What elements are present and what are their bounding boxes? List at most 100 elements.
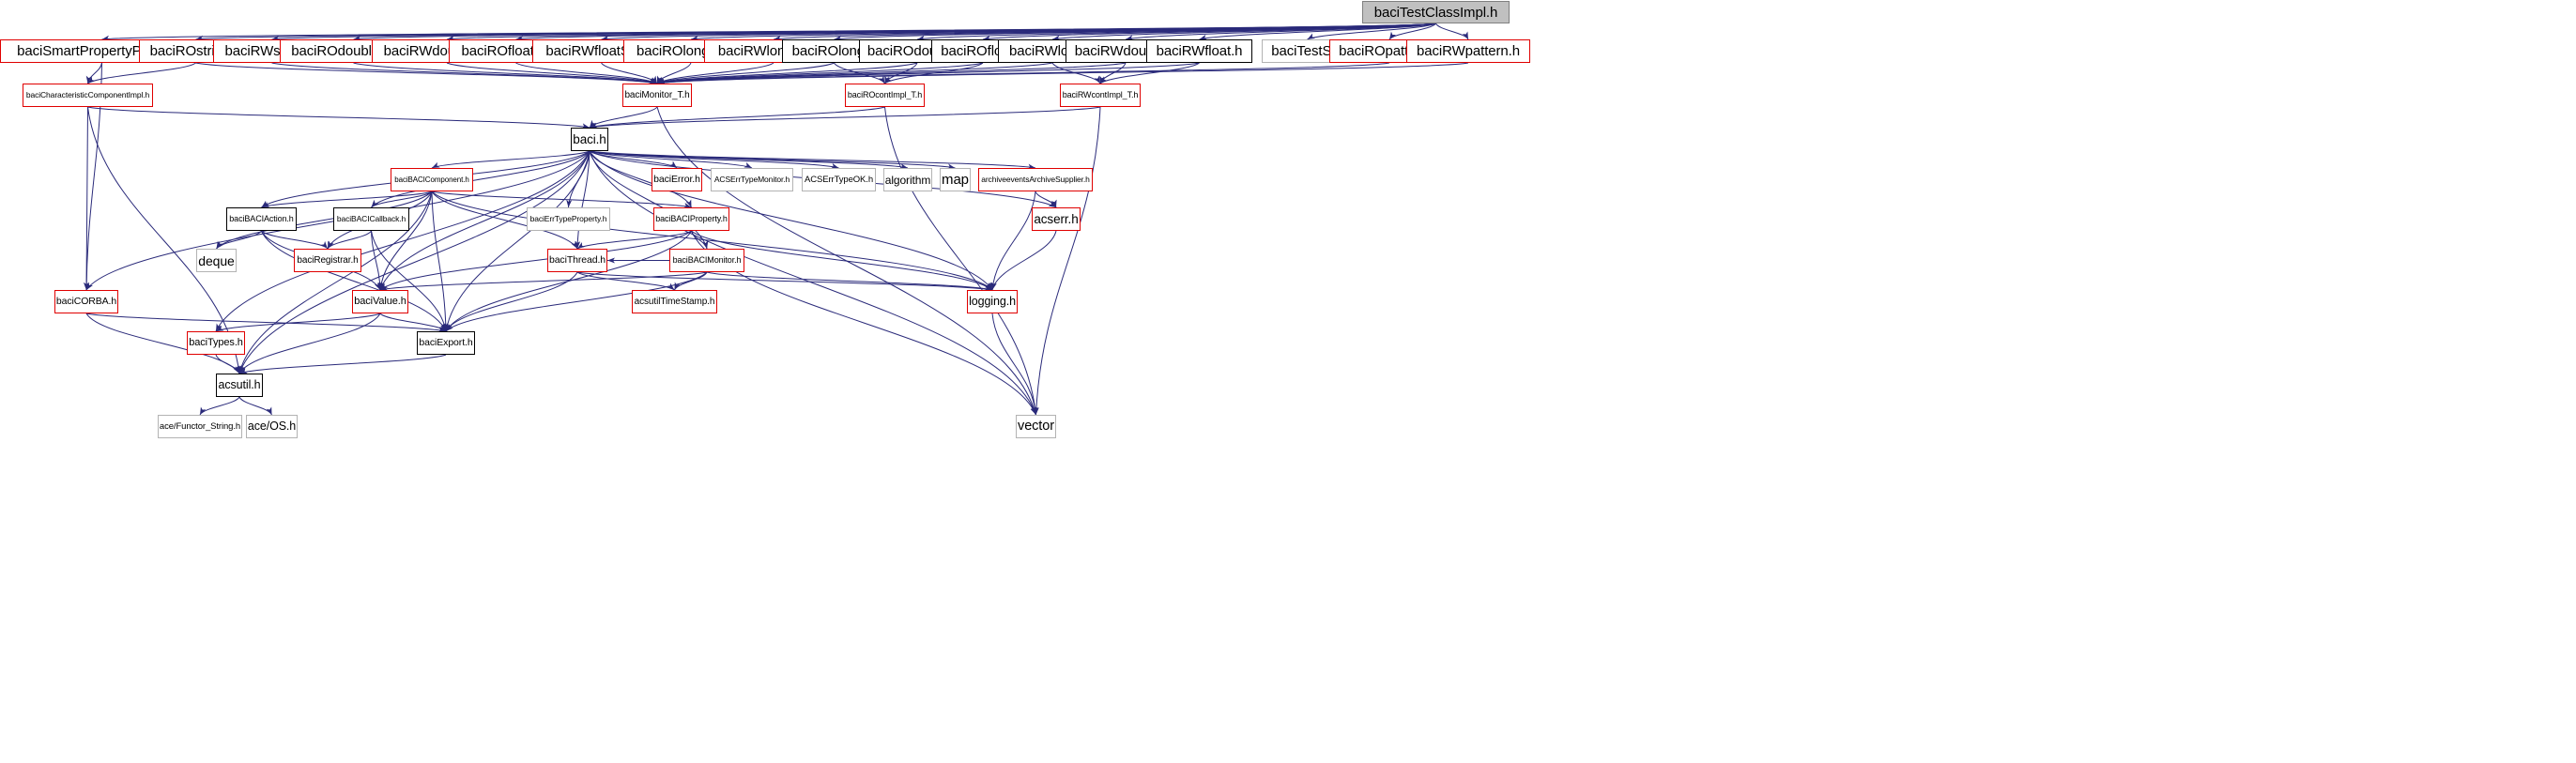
graph-edge [991, 313, 1038, 416]
graph-node-baci[interactable]: baci.h [571, 128, 608, 151]
graph-edge [656, 62, 1053, 85]
graph-node-acsutil[interactable]: acsutil.h [216, 374, 263, 397]
graph-node-charcompimpl[interactable]: baciCharacteristicComponentImpl.h [23, 84, 153, 107]
graph-node-label: vector [1018, 419, 1054, 435]
graph-node-label: baciBACICallback.h [336, 214, 406, 224]
graph-edge [589, 150, 708, 250]
graph-node-rocontimpl[interactable]: baciROcontImpl_T.h [845, 84, 925, 107]
graph-edge [589, 150, 839, 169]
graph-node-baciexport[interactable]: baciExport.h [417, 331, 475, 355]
graph-edge [576, 271, 675, 291]
graph-node-bacicorba[interactable]: baciCORBA.h [54, 290, 118, 313]
graph-node-errtypeproperty[interactable]: baciErrTypeProperty.h [527, 207, 610, 231]
graph-node-label: baciMonitor_T.h [624, 89, 690, 100]
graph-node-logging[interactable]: logging.h [967, 290, 1018, 313]
graph-edge [982, 23, 1436, 41]
graph-edge [431, 150, 590, 169]
graph-edge [271, 62, 658, 85]
graph-node-map[interactable]: map [940, 168, 971, 191]
graph-node-label: baciThread.h [548, 254, 606, 267]
graph-edge [379, 313, 447, 332]
graph-edge [656, 62, 1200, 85]
graph-node-acserrtypemonitor[interactable]: ACSErrTypeMonitor.h [711, 168, 793, 191]
graph-node-label: baciErrTypeProperty.h [529, 214, 607, 224]
graph-edge [589, 106, 1101, 130]
graph-edge [515, 62, 658, 84]
graph-edge [379, 271, 708, 292]
graph-node-label: baciRegistrar.h [297, 254, 359, 266]
graph-node-bacithread[interactable]: baciThread.h [547, 249, 607, 272]
graph-edge [377, 191, 433, 291]
graph-node-acefunctor[interactable]: ace/Functor_String.h [158, 415, 242, 438]
graph-node-algorithm[interactable]: algorithm [883, 168, 932, 191]
graph-node-acserrtypeok[interactable]: ACSErrTypeOK.h [802, 168, 876, 191]
graph-edge [884, 62, 984, 84]
graph-edge [916, 23, 1436, 41]
graph-node-vector[interactable]: vector [1016, 415, 1056, 438]
graph-edge [271, 23, 1436, 41]
graph-node-label: baciError.h [653, 174, 700, 186]
graph-edge [656, 62, 692, 84]
graph-node-bacierror[interactable]: baciError.h [652, 168, 702, 191]
graph-node-deque[interactable]: deque [196, 249, 237, 272]
graph-node-label: deque [198, 252, 235, 268]
graph-node-bacitypes[interactable]: baciTypes.h [187, 331, 245, 355]
graph-node-baciproperty[interactable]: baciBACIProperty.h [653, 207, 729, 231]
graph-edge [371, 230, 383, 291]
graph-node-label: baciBACIMonitor.h [672, 255, 742, 265]
graph-node-rwcontimpl[interactable]: baciRWcontImpl_T.h [1060, 84, 1141, 107]
graph-edge [238, 354, 447, 374]
graph-node-root[interactable]: baciTestClassImpl.h [1362, 1, 1510, 23]
graph-node-label: baciRWpattern.h [1417, 43, 1520, 59]
graph-node-label: baciTypes.h [189, 337, 243, 348]
graph-edge [238, 313, 381, 374]
graph-edge [674, 271, 708, 291]
graph-node-aceos[interactable]: ace/OS.h [246, 415, 298, 438]
graph-node-rwfloat[interactable]: baciRWfloat.h [1146, 39, 1252, 63]
graph-edge [575, 150, 590, 250]
graph-node-bacicallback[interactable]: baciBACICallback.h [333, 207, 409, 231]
graph-edge [589, 150, 956, 170]
graph-node-bacimonitor[interactable]: baciBACIMonitor.h [669, 249, 744, 272]
graph-edge [216, 230, 262, 250]
graph-edge [515, 23, 1436, 41]
graph-edge [85, 62, 102, 84]
graph-node-label: baciExport.h [419, 337, 473, 349]
graph-edge [371, 191, 433, 208]
graph-node-acsutiltimestamp[interactable]: acsutilTimeStamp.h [632, 290, 717, 313]
graph-node-label: baciROcontImpl_T.h [847, 90, 923, 99]
graph-edge [446, 23, 1436, 41]
graph-node-archivesupplier[interactable]: archiveeventsArchiveSupplier.h [978, 168, 1093, 191]
graph-node-label: baciValue.h [354, 296, 406, 307]
graph-node-bacicomponent[interactable]: baciBACIComponent.h [391, 168, 473, 191]
graph-node-label: archiveeventsArchiveSupplier.h [981, 175, 1090, 185]
graph-node-label: acsutilTimeStamp.h [634, 296, 715, 307]
graph-node-bacivalue[interactable]: baciValue.h [352, 290, 408, 313]
graph-edge [199, 396, 240, 416]
graph-edge [690, 23, 1436, 41]
graph-edge [601, 62, 658, 84]
graph-node-label: algorithm [884, 173, 931, 187]
graph-edge [576, 271, 993, 292]
graph-node-baciregistrar[interactable]: baciRegistrar.h [294, 249, 361, 272]
graph-edge [1035, 191, 1057, 208]
graph-node-label: acsutil.h [218, 378, 261, 392]
graph-node-baciaction[interactable]: baciBACIAction.h [226, 207, 297, 231]
graph-edge [431, 191, 692, 208]
graph-edge [1099, 62, 1200, 84]
graph-node-label: baciCharacteristicComponentImpl.h [25, 90, 150, 100]
graph-edge [195, 62, 658, 85]
graph-node-rwpattern[interactable]: baciRWpattern.h [1406, 39, 1530, 63]
graph-node-acserr[interactable]: acserr.h [1032, 207, 1081, 231]
graph-edge [773, 23, 1436, 41]
graph-edge [445, 230, 692, 332]
graph-node-monitort[interactable]: baciMonitor_T.h [622, 84, 692, 107]
graph-edge [84, 106, 90, 291]
graph-edge [446, 62, 658, 84]
graph-edge [706, 271, 993, 291]
graph-edge [691, 230, 709, 250]
graph-edge [261, 230, 447, 332]
graph-edge [656, 62, 1127, 85]
graph-edge [656, 62, 835, 84]
